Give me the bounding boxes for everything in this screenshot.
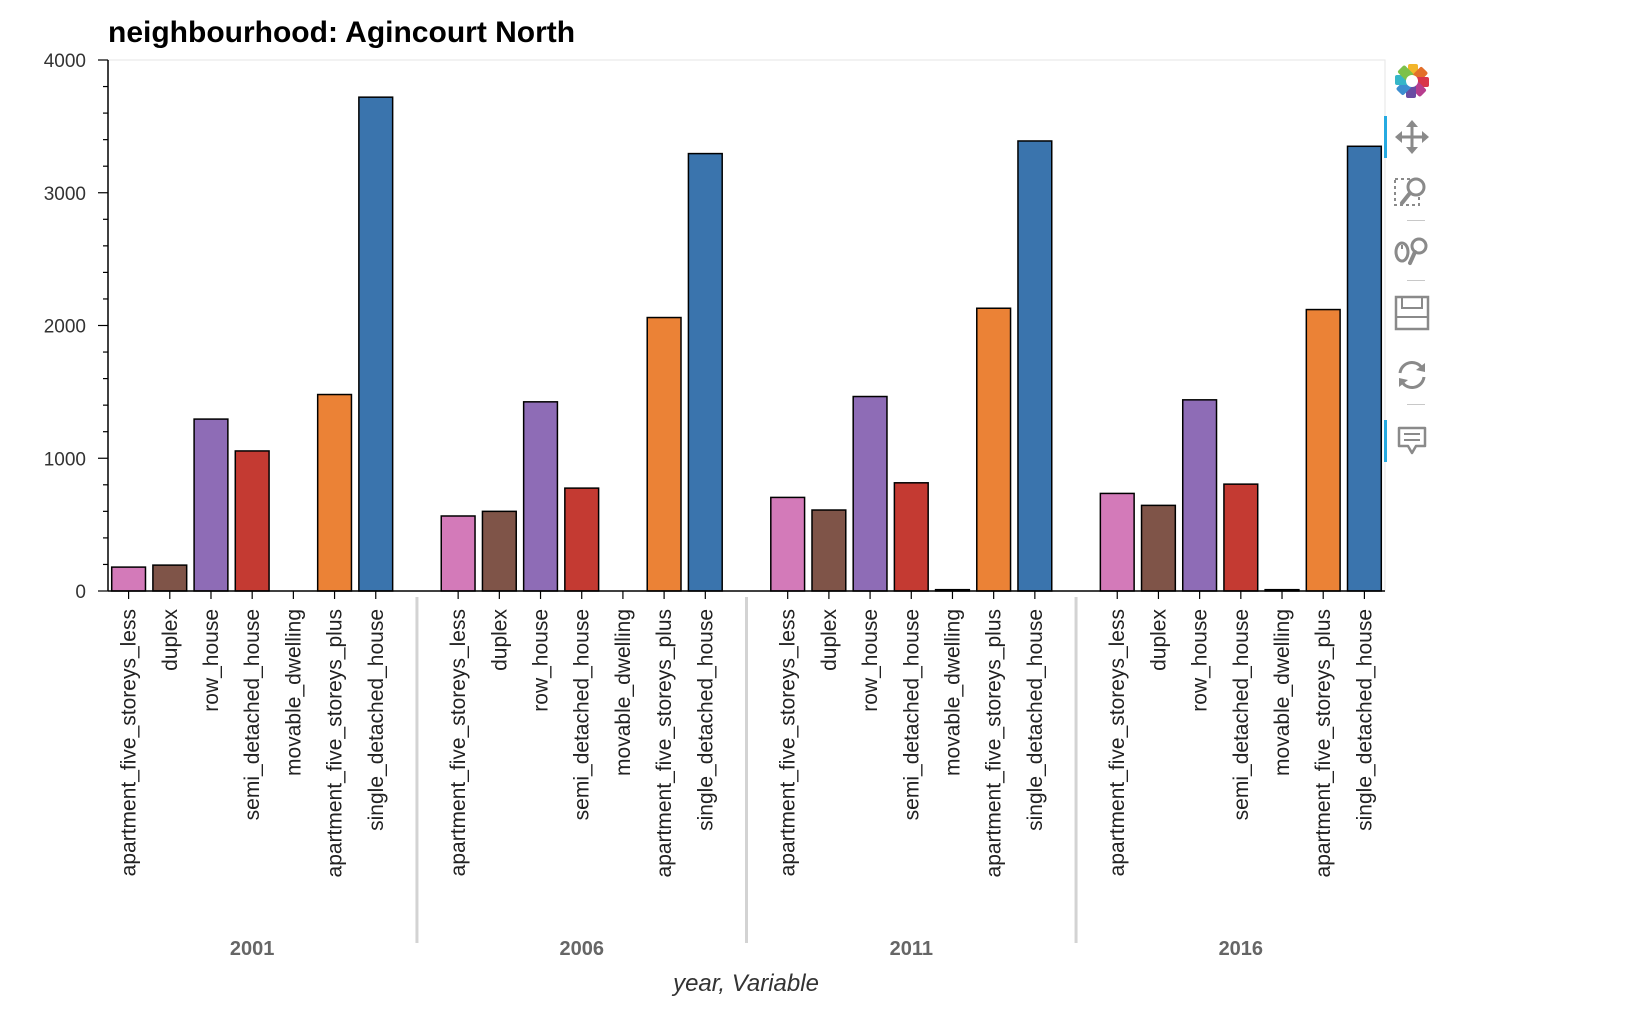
x-category-label: duplex (159, 609, 182, 671)
x-category-label: row_house (200, 609, 223, 712)
bar-2006-apartment_five_storeys_less[interactable] (440, 515, 476, 592)
bar-2001-apartment_five_storeys_less[interactable] (110, 566, 147, 592)
box-zoom-tool-button[interactable] (1384, 167, 1440, 217)
chart-title: neighbourhood: Agincourt North (108, 16, 575, 49)
toolbar-divider (1407, 220, 1425, 221)
bar-2011-row_house[interactable] (852, 395, 888, 592)
toolbar (1384, 56, 1440, 486)
x-category-label: duplex (1147, 609, 1170, 671)
x-category-label: single_detached_house (365, 609, 388, 831)
bar-2006-duplex[interactable] (481, 510, 517, 592)
bar-2001-row_house[interactable] (193, 418, 229, 592)
x-category-label: apartment_five_storeys_plus (983, 609, 1006, 877)
x-axis-label: year, Variable (671, 970, 819, 997)
bar-2016-apartment_five_storeys_less[interactable] (1099, 492, 1135, 592)
bar-2011-apartment_five_storeys_plus[interactable] (976, 307, 1012, 592)
y-tick-label: 4000 (44, 51, 86, 72)
x-category-label: semi_detached_house (241, 609, 264, 820)
x-category-label: apartment_five_storeys_plus (1312, 609, 1335, 877)
toolbar-divider (1407, 404, 1425, 405)
y-axis: 0 1000 2000 3000 4000 (44, 51, 109, 603)
x-category-label: apartment_five_storeys_less (118, 609, 141, 876)
bar-2006-row_house[interactable] (522, 401, 559, 592)
bar-2016-apartment_five_storeys_plus[interactable] (1305, 308, 1341, 592)
x-axis: apartment_five_storeys_less duplex row_hou… (108, 590, 1385, 960)
bar-2006-single_detached_house[interactable] (687, 152, 723, 592)
reset-tool-button[interactable] (1384, 350, 1440, 400)
bar-2011-single_detached_house[interactable] (1017, 140, 1053, 592)
y-tick-label: 2000 (44, 317, 86, 338)
bar-2016-single_detached_house[interactable] (1346, 145, 1383, 592)
x-category-label: apartment_five_storeys_plus (653, 609, 676, 877)
x-category-label: apartment_five_storeys_less (777, 609, 800, 876)
toolbar-divider (1407, 280, 1425, 281)
x-category-label: single_detached_house (1353, 609, 1376, 831)
x-category-label: duplex (488, 609, 511, 671)
save-icon (1394, 295, 1430, 331)
x-group-label: 2001 (230, 938, 275, 960)
x-category-label: movable_dwelling (941, 609, 964, 776)
pan-icon (1395, 120, 1429, 154)
x-category-label: single_detached_house (1024, 609, 1047, 831)
x-category-label: duplex (818, 609, 841, 671)
x-category-label: movable_dwelling (282, 609, 305, 776)
x-category-label: semi_detached_house (1230, 609, 1253, 820)
bokeh-logo-icon[interactable] (1384, 56, 1440, 106)
x-category-label: movable_dwelling (1271, 609, 1294, 776)
bar-2001-duplex[interactable] (152, 564, 188, 592)
bar-2011-semi_detached_house[interactable] (893, 482, 929, 592)
x-category-label: apartment_five_storeys_plus (324, 609, 347, 877)
x-category-label: single_detached_house (694, 609, 717, 831)
x-group-label: 2006 (559, 938, 604, 960)
x-group-label: 2011 (890, 938, 933, 960)
wheel-zoom-tool-button[interactable] (1384, 226, 1440, 276)
x-category-label: apartment_five_storeys_less (1106, 609, 1129, 876)
pan-tool-button[interactable] (1384, 112, 1440, 162)
bar-2001-semi_detached_house[interactable] (234, 450, 270, 592)
bar-2006-apartment_five_storeys_plus[interactable] (646, 316, 682, 592)
reset-icon (1398, 361, 1426, 389)
x-category-label: row_house (1189, 609, 1212, 712)
wheel-zoom-icon (1394, 237, 1428, 265)
hover-icon (1397, 426, 1427, 455)
y-tick-label: 1000 (44, 449, 86, 470)
bar-2016-row_house[interactable] (1181, 399, 1218, 592)
y-tick-label: 3000 (44, 184, 86, 205)
x-category-label: movable_dwelling (612, 609, 635, 776)
bar-2011-duplex[interactable] (811, 509, 847, 592)
box-zoom-icon (1394, 177, 1426, 206)
x-category-label: semi_detached_house (900, 609, 923, 820)
bar-2016-semi_detached_house[interactable] (1223, 483, 1259, 592)
bar-2006-semi_detached_house[interactable] (564, 487, 600, 592)
x-category-label: semi_detached_house (571, 609, 594, 820)
bar-2011-apartment_five_storeys_less[interactable] (770, 496, 806, 592)
save-tool-button[interactable] (1384, 288, 1440, 338)
bar-2001-apartment_five_storeys_plus[interactable] (316, 393, 353, 592)
x-category-label: apartment_five_storeys_less (447, 609, 470, 876)
y-tick-label: 0 (75, 582, 86, 603)
hover-tool-button[interactable] (1384, 416, 1440, 466)
x-category-label: row_house (859, 609, 882, 712)
bar-2016-duplex[interactable] (1140, 504, 1177, 592)
bar-2001-single_detached_house[interactable] (358, 96, 394, 592)
x-group-label: 2016 (1219, 938, 1264, 960)
bars (110, 96, 1383, 592)
x-category-label: row_house (530, 609, 553, 712)
